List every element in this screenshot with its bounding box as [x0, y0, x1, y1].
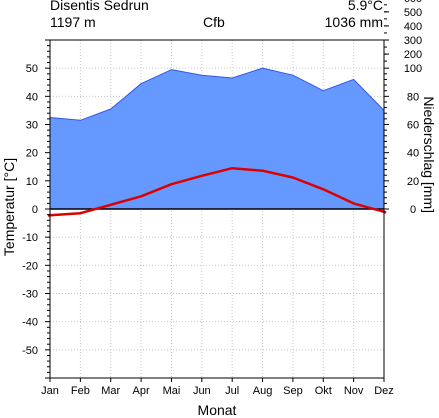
left-tick-label: 10 [26, 176, 38, 188]
left-tick-label: 30 [26, 120, 38, 132]
month-label: Okt [315, 385, 332, 397]
month-label: Sep [283, 385, 303, 397]
right-tick-label: 40 [407, 148, 419, 160]
koeppen-classification: Cfb [203, 14, 225, 30]
right-tick-label: 400 [404, 21, 422, 33]
left-axis-ticks: -50 -40 -30 -20 -10 0 10 20 30 40 50 [22, 39, 50, 379]
right-tick-label: 600 [404, 0, 422, 5]
right-axis-ticks: 020406080100200300400500600700800900 [384, 0, 422, 216]
right-tick-label: 60 [407, 120, 419, 132]
right-tick-label: 300 [404, 35, 422, 47]
left-tick-label: 0 [32, 204, 38, 216]
month-label: Mar [101, 385, 120, 397]
x-axis-label: Monat [198, 402, 237, 418]
month-label: Nov [344, 385, 364, 397]
left-tick-label: -50 [22, 345, 38, 357]
left-tick-label: -20 [22, 260, 38, 272]
month-label: Jan [41, 385, 59, 397]
left-tick-label: 50 [26, 63, 38, 75]
left-tick-label: 40 [26, 91, 38, 103]
left-tick-label: -10 [22, 232, 38, 244]
month-label: Mai [163, 385, 181, 397]
right-axis-label: Niederschlag [mm] [421, 96, 437, 213]
month-label: Jun [193, 385, 211, 397]
temperature-line [47, 166, 387, 217]
month-label: Jul [225, 385, 239, 397]
month-label: Aug [253, 385, 273, 397]
right-tick-label: 80 [407, 91, 419, 103]
left-tick-label: 20 [26, 148, 38, 160]
x-axis-ticks: Jan Feb Mar Apr Mai Jun Jul Aug Sep Okt Nov Dez [41, 378, 394, 397]
left-tick-label: -30 [22, 289, 38, 301]
month-label: Dez [374, 385, 394, 397]
station-elevation: 1197 m [50, 14, 96, 30]
left-tick-label: -40 [22, 317, 38, 329]
right-tick-label: 0 [410, 204, 416, 216]
right-tick-label: 500 [404, 7, 422, 19]
annual-mean-temperature: 5.9°C [347, 0, 383, 13]
month-label: Apr [133, 385, 150, 397]
station-name: Disentis Sedrun [50, 0, 149, 13]
month-label: Feb [71, 385, 90, 397]
precipitation-area [50, 68, 384, 209]
annual-precipitation-total: 1036 mm [324, 14, 383, 30]
right-tick-label: 100 [404, 63, 422, 75]
left-axis-label: Temperatur [°C] [1, 158, 17, 256]
precipitation-line [49, 67, 385, 121]
right-tick-label: 20 [407, 176, 419, 188]
right-tick-label: 200 [404, 49, 422, 61]
